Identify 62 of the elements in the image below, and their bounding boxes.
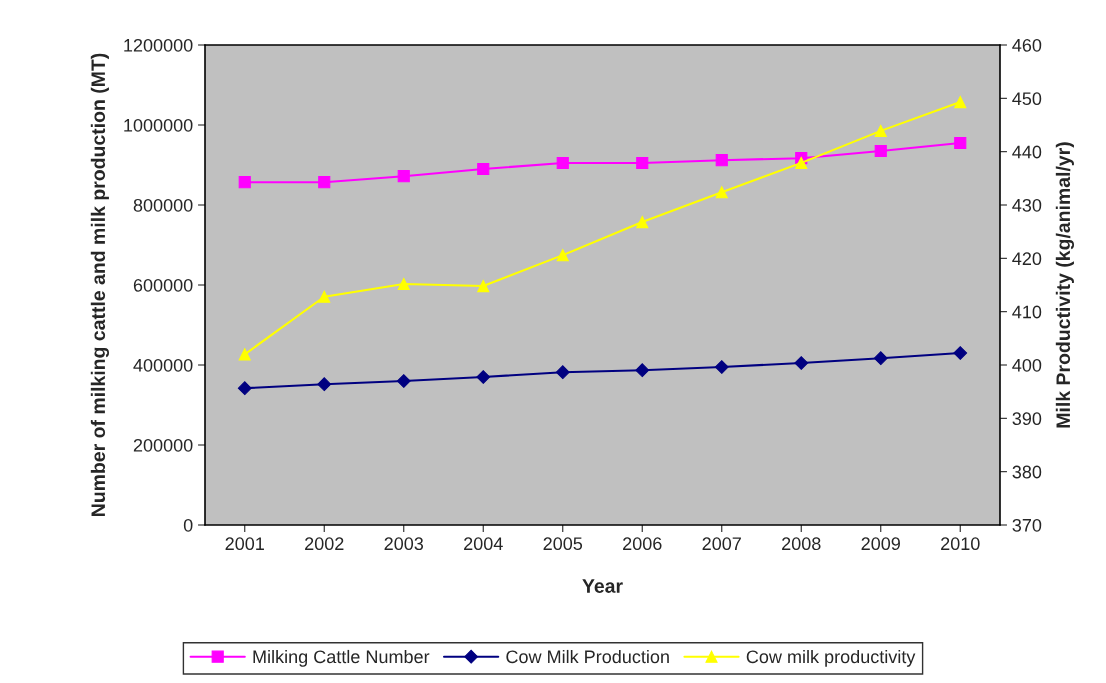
x-tick-label: 2010: [941, 537, 980, 551]
point: [477, 279, 490, 293]
point: [556, 156, 569, 170]
point: [636, 215, 649, 229]
x-axis-title: Year: [582, 579, 623, 593]
point: [477, 162, 490, 176]
x-tick-label: 2007: [702, 537, 741, 551]
point: [556, 249, 569, 262]
y2-tick-label: 430: [1012, 198, 1042, 212]
point: [794, 356, 809, 370]
y2-tick-label: 390: [1012, 412, 1042, 426]
y2-tick-label: 460: [1012, 38, 1042, 52]
y-tick-label: 1200000: [124, 38, 193, 52]
point: [715, 154, 728, 167]
y2-tick-label: 410: [1012, 305, 1042, 319]
x-tick-label: 2009: [861, 537, 900, 551]
y2-tick-label: 370: [1012, 518, 1042, 532]
point: [318, 290, 331, 303]
y-tick-label: 600000: [133, 278, 193, 292]
point: [555, 365, 570, 380]
y-tick-label: 800000: [133, 198, 193, 212]
point: [715, 186, 728, 199]
x-tick-label: 2005: [543, 537, 583, 551]
point: [874, 124, 887, 137]
y2-tick-label: 380: [1012, 465, 1042, 479]
point: [795, 156, 808, 169]
point: [317, 377, 332, 392]
point: [714, 360, 729, 374]
legend-label: Milking Cattle Number: [253, 649, 430, 667]
y-tick-label: 400000: [133, 358, 193, 372]
point: [397, 277, 410, 291]
point: [635, 363, 650, 378]
point: [954, 136, 967, 150]
y2-tick-label: 440: [1012, 145, 1042, 159]
legend-label: Cow Milk Production: [506, 649, 669, 664]
y2-tick-label: 400: [1012, 358, 1042, 372]
y-tick-label: 0: [183, 518, 193, 532]
y2-tick-label: 450: [1012, 92, 1042, 106]
point: [954, 95, 967, 109]
point: [873, 351, 888, 366]
point: [636, 156, 649, 170]
point: [318, 176, 331, 189]
point: [237, 381, 252, 396]
point: [953, 346, 968, 360]
y-tick-label: 200000: [133, 438, 193, 452]
x-tick-label: 2006: [623, 537, 662, 551]
point: [396, 374, 411, 388]
x-tick-label: 2002: [305, 537, 344, 551]
y2-tick-label: 420: [1012, 252, 1042, 266]
x-tick-label: 2004: [464, 537, 503, 551]
y2-axis-title: Milk Productivity (kg/animal/yr): [1055, 142, 1075, 428]
point: [476, 370, 491, 384]
point: [874, 144, 887, 158]
x-tick-label: 2008: [782, 537, 821, 551]
x-tick-label: 2003: [384, 537, 424, 551]
point: [238, 348, 251, 361]
point: [238, 176, 251, 189]
point: [397, 170, 410, 183]
legend-label: Cow milk productivity: [746, 649, 916, 667]
y-axis-title: Number of milking cattle and milk production (MT): [90, 53, 110, 516]
y-tick-label: 1000000: [124, 118, 193, 132]
x-tick-label: 2001: [225, 537, 264, 551]
